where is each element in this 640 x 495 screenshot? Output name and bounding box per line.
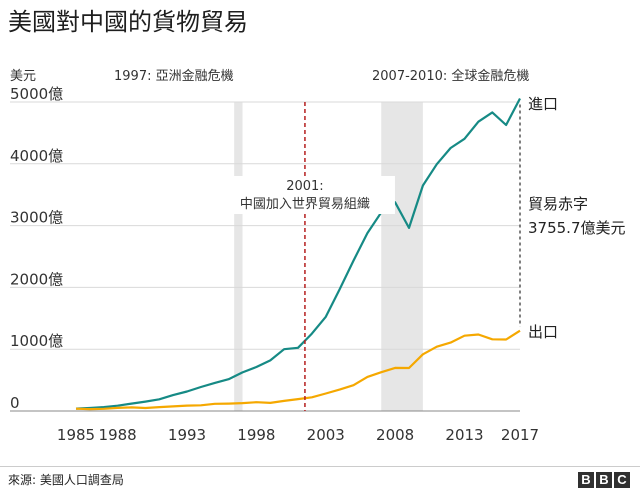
x-tick-label: 1998 (237, 426, 275, 444)
x-tick-label: 2008 (376, 426, 414, 444)
y-tick-label: 3000億 (10, 209, 63, 227)
y-tick-label: 1000億 (10, 332, 63, 350)
deficit-label-title: 貿易赤字 (528, 195, 588, 213)
bbc-logo-block: B (578, 472, 594, 488)
y-tick-label: 5000億 (10, 85, 63, 103)
bbc-logo-block: B (596, 472, 612, 488)
crisis-shade-0 (234, 102, 243, 411)
wto-label-text: 中國加入世界貿易組織 (240, 197, 370, 212)
crisis-shade-1 (381, 102, 423, 411)
x-tick-label: 1985 (57, 426, 95, 444)
series-line-export (75, 329, 521, 411)
x-tick-label: 2003 (307, 426, 345, 444)
import-end-label: 進口 (528, 95, 558, 113)
wto-label-bg (214, 176, 395, 214)
y-tick-label: 0 (10, 394, 20, 412)
series-line-import (75, 97, 521, 410)
y-unit-label: 美元 (10, 69, 36, 84)
x-tick-label: 2013 (445, 426, 483, 444)
trade-line-chart: 1985 1988 1993 1998 2003 2008 2013 2017 0 1000億 2… (10, 68, 626, 444)
crisis-label-asia: 1997: 亞洲金融危機 (114, 68, 234, 84)
deficit-label-value: 3755.7億美元 (528, 219, 626, 237)
export-end-label: 出口 (528, 323, 558, 341)
bbc-logo-block: C (614, 472, 630, 488)
y-tick-label: 2000億 (10, 270, 63, 288)
chart-title: 美國對中國的貨物貿易 (8, 8, 248, 36)
wto-label-year: 2001: (286, 179, 323, 194)
x-tick-label: 1993 (168, 426, 206, 444)
x-tick-label: 2017 (501, 426, 539, 444)
source-note: 來源: 美國人口調查局 (8, 473, 124, 487)
x-tick-label: 1988 (99, 426, 137, 444)
crisis-label-global: 2007-2010: 全球金融危機 (372, 68, 529, 84)
y-tick-label: 4000億 (10, 147, 63, 165)
footer-divider (0, 466, 640, 467)
